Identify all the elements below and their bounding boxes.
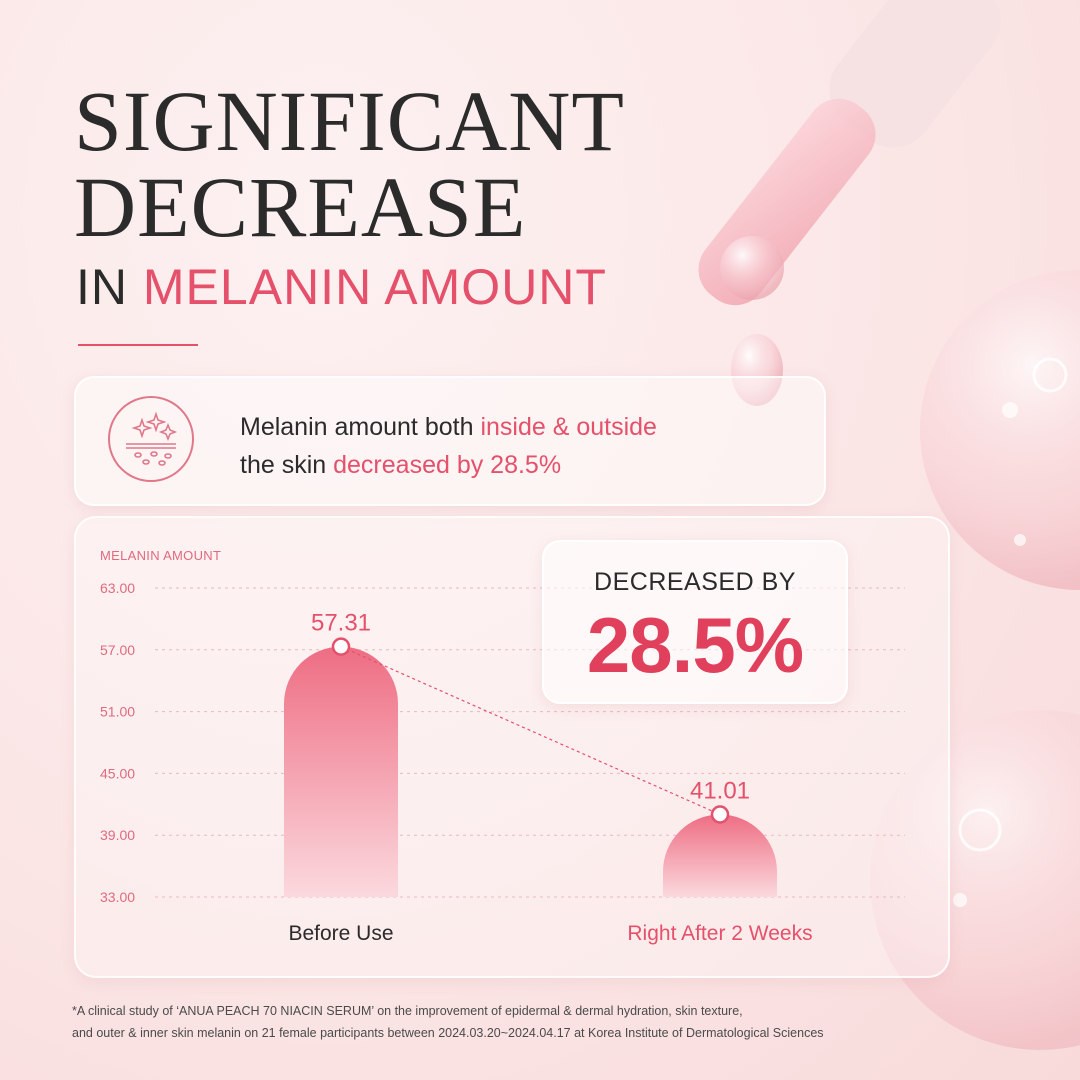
- info-box: Melanin amount both inside & outside the…: [74, 376, 826, 506]
- bar: [663, 814, 777, 897]
- headline-line2: DECREASE: [74, 159, 527, 255]
- info-line2-plain: the skin: [240, 451, 327, 479]
- bar: [284, 646, 398, 897]
- info-line1-highlight: inside & outside: [480, 413, 657, 441]
- decrease-callout: DECREASED BY 28.5%: [542, 540, 848, 704]
- data-point: [710, 805, 730, 824]
- y-tick-label: 51.00: [100, 704, 135, 720]
- callout-label: DECREASED BY: [594, 568, 796, 596]
- headline-prefix: IN: [76, 259, 128, 315]
- skin-sparkle-icon: [108, 396, 194, 482]
- bubble-sphere-icon: [870, 270, 1080, 1050]
- data-label: 41.01: [690, 777, 750, 804]
- footnote-line2: and outer & inner skin melanin on 21 fem…: [72, 1026, 824, 1040]
- data-label: 57.31: [311, 610, 371, 637]
- info-text: Melanin amount both inside & outside the…: [240, 408, 657, 484]
- data-point: [331, 637, 351, 656]
- y-tick-label: 39.00: [100, 827, 135, 843]
- headline-line1: SIGNIFICANT: [74, 73, 625, 169]
- y-tick-label: 45.00: [100, 765, 135, 781]
- y-axis-label: MELANIN AMOUNT: [100, 548, 222, 563]
- headline-line3: IN MELANIN AMOUNT: [76, 262, 607, 312]
- y-tick-label: 63.00: [100, 580, 135, 596]
- divider: [78, 344, 198, 346]
- dropper-icon: [698, 0, 1001, 406]
- y-tick-label: 57.00: [100, 642, 135, 658]
- x-tick-label: Before Use: [288, 922, 393, 945]
- footnote-line1: *A clinical study of ‘ANUA PEACH 70 NIAC…: [72, 1004, 743, 1018]
- x-tick-label: Right After 2 Weeks: [627, 922, 812, 945]
- callout-value: 28.5%: [586, 601, 804, 689]
- info-line1-plain: Melanin amount both: [240, 413, 474, 441]
- y-tick-label: 33.00: [100, 889, 135, 905]
- info-line2-highlight: decreased by 28.5%: [333, 451, 562, 479]
- footnote: *A clinical study of ‘ANUA PEACH 70 NIAC…: [72, 1000, 1032, 1044]
- headline-accent: MELANIN AMOUNT: [142, 259, 607, 315]
